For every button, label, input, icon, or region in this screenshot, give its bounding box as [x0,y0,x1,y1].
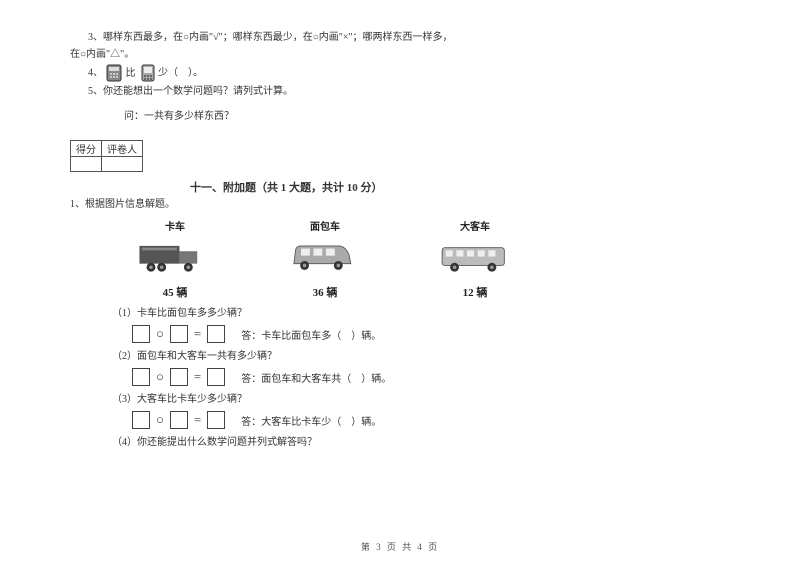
bus-icon [435,237,515,277]
grader-label: 评卷人 [102,141,143,157]
bus-col: 大客车 12 辆 [430,218,520,300]
bus-label: 大客车 [430,218,520,233]
appendix-intro: 1、根据图片信息解题。 [70,197,730,212]
blank-box[interactable] [170,411,188,429]
question-5: 5、你还能想出一个数学问题吗？请列式计算。 [70,84,730,99]
blank-box[interactable] [132,411,150,429]
answer-2: 答：面包车和大客车共（ ）辆。 [241,370,391,385]
eq-row-1: ○ = 答：卡车比面包车多（ ）辆。 [130,325,730,343]
grader-cell[interactable] [102,157,143,172]
op-circle: ○ [156,326,164,342]
eq-row-2: ○ = 答：面包车和大客车共（ ）辆。 [130,368,730,386]
op-equals: = [194,369,201,385]
device-icons: 比 [106,64,156,82]
blank-box[interactable] [132,325,150,343]
question-5-sub: 问：一共有多少样东西？ [70,109,730,124]
truck-col: 卡车 45 辆 [130,218,220,300]
phone-icon [140,64,156,82]
blank-box[interactable] [170,368,188,386]
van-count: 36 辆 [280,284,370,300]
truck-label: 卡车 [130,218,220,233]
question-3-line1: 3、哪样东西最多，在○内画"√"；哪样东西最少，在○内画"×"；哪两样东西一样多… [70,30,730,45]
page-footer: 第 3 页 共 4 页 [0,540,800,553]
truck-count: 45 辆 [130,284,220,300]
blank-box[interactable] [207,411,225,429]
answer-1: 答：卡车比面包车多（ ）辆。 [241,327,381,342]
op-circle: ○ [156,412,164,428]
van-label: 面包车 [280,218,370,233]
blank-box[interactable] [207,368,225,386]
question-4: 4、 比 少（ ）。 [70,64,730,82]
subq-3: （3）大客车比卡车少多少辆？ [112,390,730,405]
q4-prefix: 4、 [88,67,103,78]
op-equals: = [194,326,201,342]
vehicle-row: 卡车 45 辆 面包车 36 辆 大客车 [130,218,730,300]
answer-3: 答：大客车比卡车少（ ）辆。 [241,413,381,428]
op-circle: ○ [156,369,164,385]
op-equals: = [194,412,201,428]
calculator-icon [106,64,122,82]
q4-suffix: 少（ ）。 [158,67,203,78]
question-3-line2: 在○内画"△"。 [70,47,730,62]
truck-icon [135,237,215,277]
subq-2: （2）面包车和大客车一共有多少辆？ [112,347,730,362]
subq-1: （1）卡车比面包车多多少辆？ [112,304,730,319]
score-grid: 得分 评卷人 [70,140,143,172]
score-label: 得分 [71,141,102,157]
van-col: 面包车 36 辆 [280,218,370,300]
blank-box[interactable] [132,368,150,386]
eq-row-3: ○ = 答：大客车比卡车少（ ）辆。 [130,411,730,429]
bus-count: 12 辆 [430,284,520,300]
van-icon [285,237,365,277]
score-cell[interactable] [71,157,102,172]
blank-box[interactable] [170,325,188,343]
blank-box[interactable] [207,325,225,343]
section-title: 十一、附加题（共 1 大题，共计 10 分） [190,179,730,195]
subq-4: （4）你还能提出什么数学问题并列式解答吗？ [112,433,730,448]
q4-mid: 比 [126,66,136,81]
